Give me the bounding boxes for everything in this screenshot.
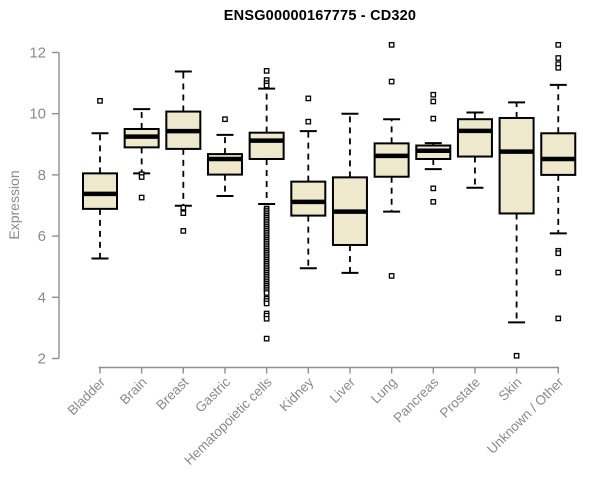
outlier-point: [430, 198, 437, 205]
outlier-point: [180, 204, 187, 211]
outlier-point: [430, 115, 437, 122]
outlier-point: [263, 315, 270, 322]
outlier-point: [430, 91, 437, 98]
outlier-point: [388, 42, 395, 48]
x-tick-label: Pancreas: [390, 374, 441, 425]
outlier-point: [305, 118, 312, 125]
y-tick-label: 4: [38, 289, 46, 306]
x-tick-label: Liver: [327, 374, 359, 406]
box-rect: [456, 118, 493, 158]
chart-title: ENSG00000167775 - CD320: [223, 8, 417, 24]
outlier-point: [263, 335, 270, 342]
box-rect: [373, 142, 410, 178]
y-tick-label: 8: [38, 167, 46, 184]
outlier-point: [138, 194, 145, 201]
outlier-point: [555, 42, 562, 48]
y-tick-label: 6: [38, 228, 46, 245]
outlier-point: [263, 290, 270, 296]
y-tick-label: 2: [38, 351, 46, 368]
outlier-point: [513, 352, 520, 359]
x-tick-label: Kidney: [277, 374, 317, 414]
outlier-point: [388, 78, 395, 85]
box-rect: [248, 131, 285, 160]
outlier-point: [555, 250, 562, 257]
outlier-point: [430, 185, 437, 192]
outlier-point: [555, 55, 562, 61]
outlier-point: [138, 174, 145, 180]
x-tick-label: Bladder: [65, 374, 109, 418]
box-rect: [82, 172, 118, 210]
x-tick-label: Unknown / Other: [484, 374, 567, 457]
outlier-point: [263, 300, 270, 307]
outlier-point: [97, 97, 103, 104]
outlier-point: [430, 98, 437, 105]
outlier-point: [305, 95, 312, 102]
outlier-point: [555, 315, 562, 322]
outlier-point: [222, 116, 228, 123]
outlier-point: [555, 64, 562, 71]
x-tick-label: Gastric: [192, 374, 233, 415]
x-tick-label: Skin: [496, 375, 525, 404]
y-tick-label: 12: [29, 45, 46, 62]
outlier-point: [263, 68, 270, 74]
outlier-point: [263, 82, 270, 89]
x-tick-label: Lung: [368, 375, 400, 407]
outlier-point: [180, 228, 187, 234]
y-tick-label: 10: [29, 106, 46, 123]
outlier-point: [180, 210, 187, 216]
x-tick-label: Prostate: [437, 375, 483, 421]
outlier-point: [555, 269, 562, 276]
box-rect: [540, 132, 577, 176]
box-rect: [290, 180, 327, 217]
outlier-point: [388, 273, 395, 279]
x-tick-label: Breast: [153, 374, 191, 412]
x-tick-label: Brain: [117, 375, 150, 408]
box-rect: [498, 116, 535, 215]
